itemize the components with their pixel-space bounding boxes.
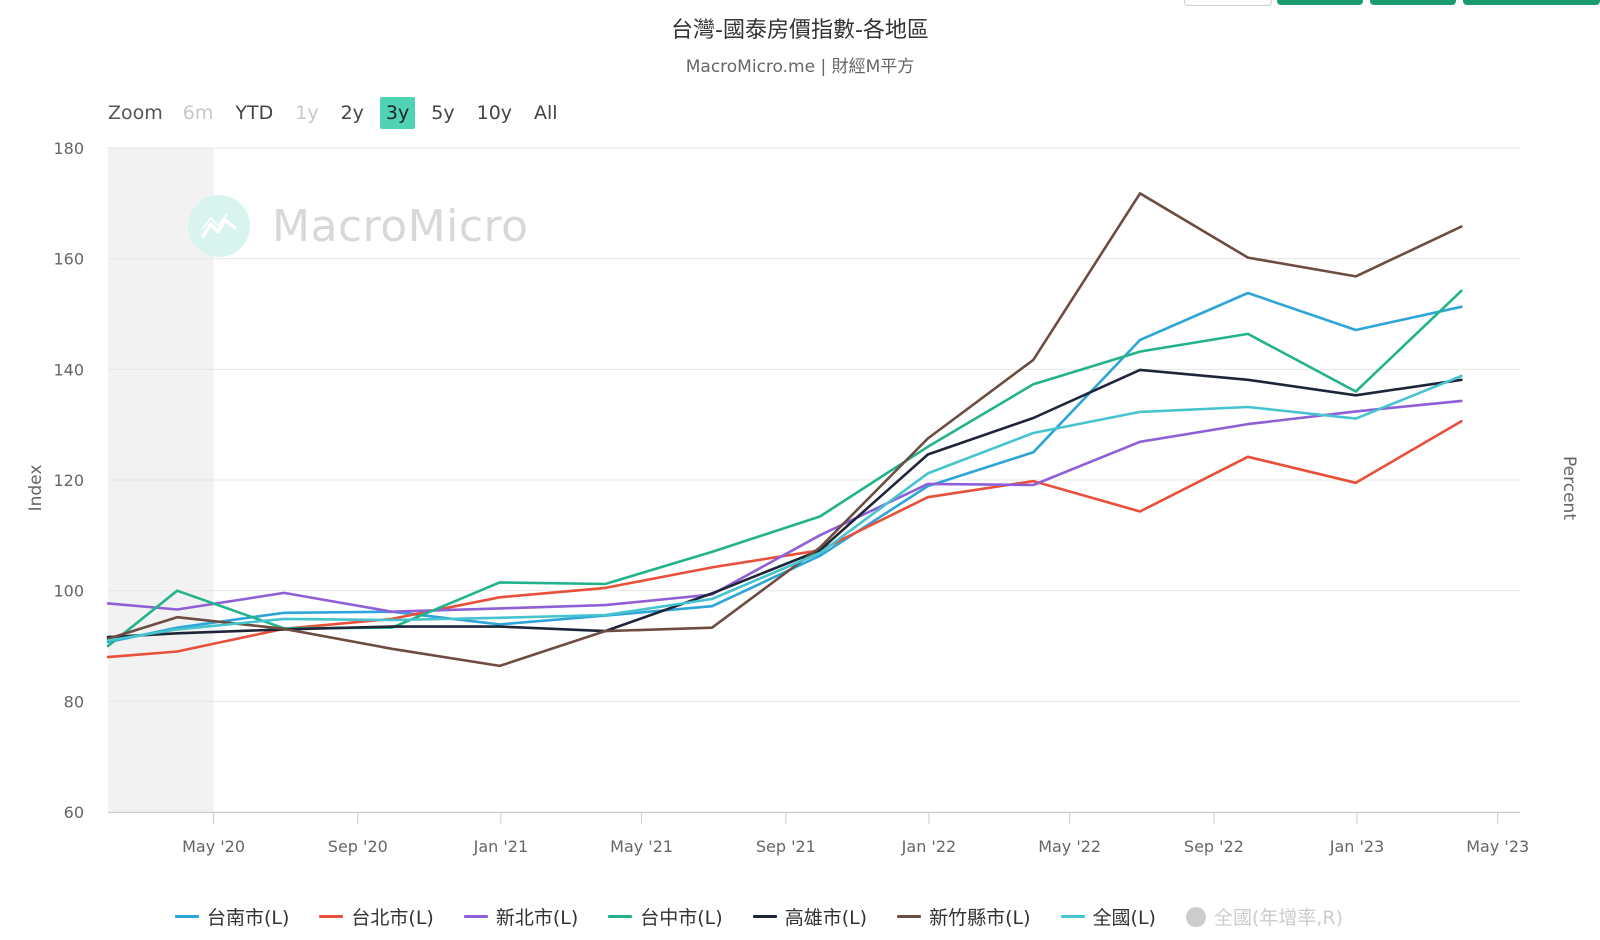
x-tick-label-1: Sep '20 <box>328 837 388 856</box>
legend-item-taichung[interactable]: 台中市(L) <box>608 903 723 930</box>
x-tick-label-0: May '20 <box>182 837 245 856</box>
series-line-hsinchu <box>106 192 1463 668</box>
top-action-buttons <box>1180 0 1600 8</box>
x-tick-label-4: Sep '21 <box>756 837 816 856</box>
watermark: MacroMicro <box>188 195 529 257</box>
chart-legend: 台南市(L) 台北市(L) 新北市(L) 台中市(L) 高雄市(L) 新竹縣市(… <box>175 903 1373 930</box>
legend-label-taipei: 台北市(L) <box>351 907 434 929</box>
x-tick-label-7: Sep '22 <box>1184 837 1244 856</box>
x-tick-label-8: Jan '23 <box>1329 837 1385 856</box>
zoom-bar: Zoom 6m YTD 1y 2y 3y 5y 10y All <box>108 96 574 130</box>
watermark-text: MacroMicro <box>272 200 529 252</box>
zoom-5y-button[interactable]: 5y <box>431 102 455 124</box>
legend-item-hsinchu[interactable]: 新竹縣市(L) <box>897 903 1031 930</box>
legend-label-hsinchu: 新竹縣市(L) <box>929 907 1031 929</box>
series-line-newtaipei <box>106 399 1463 614</box>
series-layer <box>106 192 1463 668</box>
toolbar-button-3[interactable] <box>1463 0 1600 5</box>
y-tick-label-60: 60 <box>64 803 84 822</box>
zoom-10y-button[interactable]: 10y <box>476 102 513 124</box>
y-tick-label-80: 80 <box>64 692 84 711</box>
series-line-kaohsiung <box>106 368 1463 639</box>
y-tick-label-120: 120 <box>53 471 84 490</box>
legend-label-tainan: 台南市(L) <box>207 907 290 929</box>
legend-swatch-kaohsiung <box>752 915 777 918</box>
chart-subtitle: MacroMicro.me | 財經M平方 <box>685 57 915 77</box>
series-line-taichung <box>106 289 1463 648</box>
axis-layer: 60 80 100 120 140 160 180 May '20 Sep '20 Jan '21… <box>53 139 1529 856</box>
toolbar-button-2[interactable] <box>1370 0 1456 5</box>
toolbar-button-1[interactable] <box>1277 0 1363 5</box>
legend-label-newtaipei: 新北市(L) <box>495 907 579 929</box>
chart-title: 台灣-國泰房價指數-各地區 <box>671 18 929 43</box>
x-tick-label-2: Jan '21 <box>473 837 529 856</box>
legend-label-national-yoy: 全國(年增率,R) <box>1213 907 1344 929</box>
legend-item-taipei[interactable]: 台北市(L) <box>319 903 434 930</box>
zoom-3y-button[interactable]: 3y <box>379 97 416 129</box>
y-tick-label-140: 140 <box>53 360 84 379</box>
y-tick-label-180: 180 <box>53 139 84 158</box>
y-tick-label-100: 100 <box>53 582 84 601</box>
legend-swatch-tainan <box>175 915 199 918</box>
series-line-national <box>106 374 1463 642</box>
y-tick-label-160: 160 <box>53 250 84 269</box>
y-axis-label-right: Percent <box>1559 456 1579 520</box>
export-button[interactable] <box>1184 0 1272 6</box>
zoom-6m-button[interactable]: 6m <box>182 102 214 124</box>
x-tick-label-9: May '23 <box>1466 837 1529 856</box>
zoom-label: Zoom <box>108 102 163 124</box>
series-line-taipei <box>106 419 1463 659</box>
zoom-ytd-button[interactable]: YTD <box>235 102 274 124</box>
series-line-tainan <box>106 291 1463 644</box>
x-tick-label-3: May '21 <box>610 837 673 856</box>
macromicro-logo-icon <box>188 195 250 257</box>
legend-swatch-hsinchu <box>897 915 922 918</box>
legend-item-national-yoy[interactable]: 全國(年增率,R) <box>1185 903 1344 930</box>
legend-swatch-national <box>1060 915 1085 918</box>
legend-item-newtaipei[interactable]: 新北市(L) <box>463 903 579 930</box>
legend-item-tainan[interactable]: 台南市(L) <box>175 903 289 930</box>
legend-swatch-taichung <box>608 915 633 918</box>
legend-label-national: 全國(L) <box>1092 907 1156 929</box>
legend-swatch-taipei <box>319 915 344 918</box>
zoom-1y-button[interactable]: 1y <box>295 102 319 124</box>
legend-dot-national-yoy <box>1185 906 1206 927</box>
legend-swatch-newtaipei <box>463 915 488 918</box>
y-axis-label: Index <box>26 465 46 512</box>
legend-label-kaohsiung: 高雄市(L) <box>784 907 868 929</box>
legend-item-national[interactable]: 全國(L) <box>1060 903 1156 930</box>
zoom-all-button[interactable]: All <box>534 102 558 124</box>
x-tick-label-6: May '22 <box>1038 837 1101 856</box>
legend-label-taichung: 台中市(L) <box>640 907 723 929</box>
zoom-2y-button[interactable]: 2y <box>340 102 364 124</box>
x-tick-label-5: Jan '22 <box>901 837 957 856</box>
legend-item-kaohsiung[interactable]: 高雄市(L) <box>752 903 868 930</box>
